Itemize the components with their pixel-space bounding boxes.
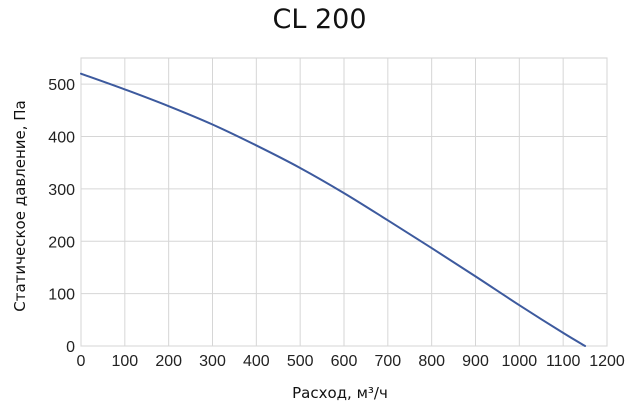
x-tick-label: 500 [287,353,314,370]
x-tick-label: 800 [418,353,445,370]
x-tick-label: 400 [243,353,270,370]
y-axis-label: Статическое давление, Па [11,100,29,312]
x-tick-label: 1000 [502,353,538,370]
y-tick-label: 0 [66,339,75,356]
y-tick-label: 200 [48,234,75,251]
x-tick-label: 100 [111,353,138,370]
x-tick-label: 1200 [589,353,625,370]
x-tick-label: 1100 [546,353,581,370]
x-tick-labels: 0 100 200 300 400 500 600 700 800 900 1000 1100 1200 [77,353,625,370]
y-tick-label: 100 [48,287,75,304]
y-tick-labels: 0 100 200 300 400 500 [48,77,75,356]
grid-lines [80,57,608,347]
series-line [80,72,587,347]
x-tick-label: 200 [155,353,182,370]
x-tick-label: 600 [331,353,358,370]
series-layer [80,72,587,347]
x-tick-label: 900 [462,353,489,370]
x-tick-label: 700 [374,353,401,370]
x-axis-label: Расход, м³/ч [292,384,388,402]
y-tick-label: 500 [48,77,75,94]
chart-title: CL 200 [272,4,367,35]
y-tick-label: 400 [48,130,75,147]
x-tick-label: 0 [77,353,86,370]
x-tick-label: 300 [199,353,226,370]
y-tick-label: 300 [48,182,75,199]
